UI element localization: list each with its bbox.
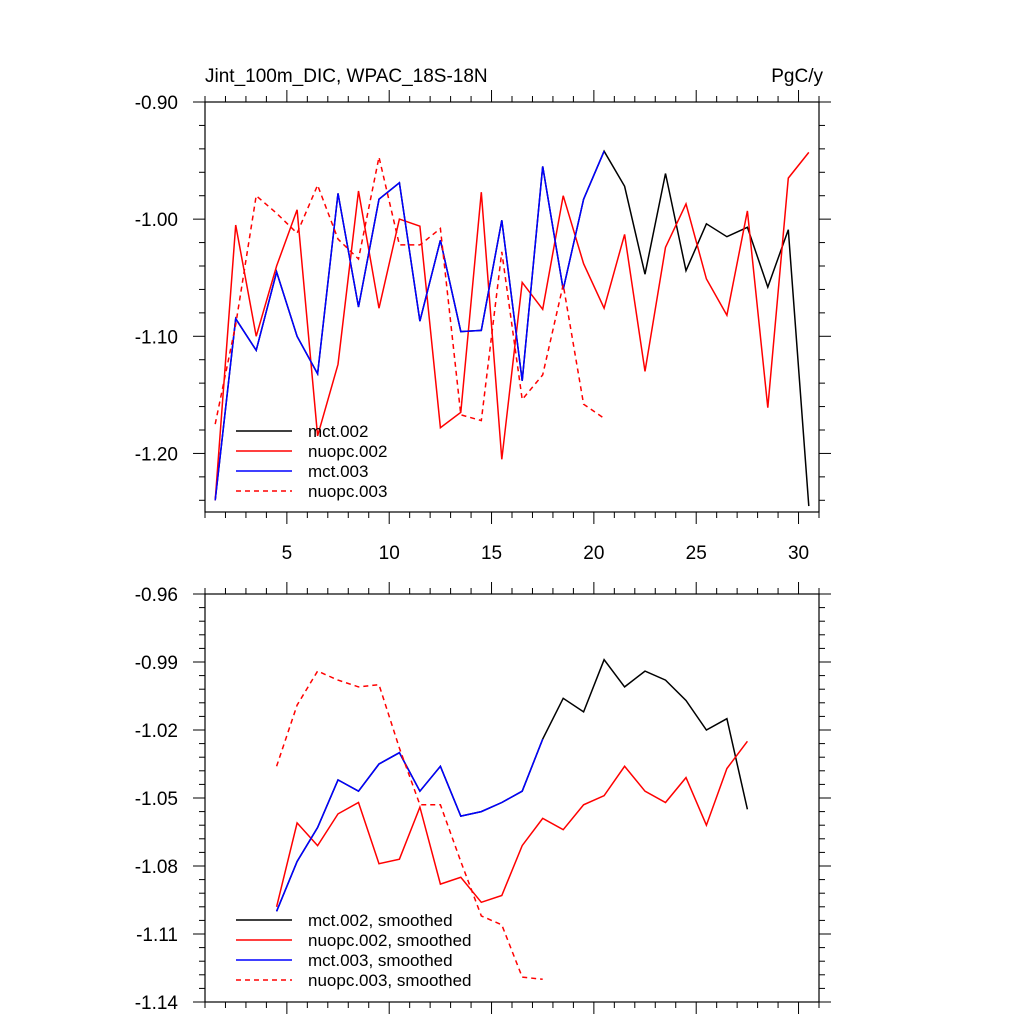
legend-label: mct.003, smoothed: [308, 951, 453, 970]
y-tick-label: -1.02: [135, 721, 178, 742]
y-tick-label: -0.96: [135, 585, 178, 606]
series-line-nuopc-002: [214, 151, 810, 501]
top-panel: Jint_100m_DIC, WPAC_18S-18N PgC/y 5 10 15 2…: [135, 66, 831, 564]
y-tick-label: -0.99: [135, 653, 178, 674]
legend-label: mct.002: [308, 422, 368, 441]
bottom-panel: -0.96 -0.99 -1.02 -1.05 -1.08 -1.11 -1.14 mct.…: [135, 582, 831, 1014]
x-tick-label: 5: [282, 543, 293, 564]
legend-label: nuopc.003: [308, 482, 387, 501]
top-ticks: [193, 90, 831, 524]
legend-label: mct.003: [308, 462, 368, 481]
bottom-plot-frame: [204, 593, 820, 1003]
x-tick-label: 25: [686, 543, 707, 564]
series-line-mct-003: [214, 150, 605, 501]
y-tick-label: -1.08: [135, 857, 178, 878]
legend-label: nuopc.002, smoothed: [308, 931, 472, 950]
y-tick-label: -1.00: [135, 210, 178, 231]
x-tick-label: 15: [481, 543, 502, 564]
top-plot-frame: [204, 101, 820, 513]
top-series-lines: [214, 149, 810, 507]
y-tick-label: -1.20: [135, 444, 178, 465]
series-line-nuopc-003-smoothed: [275, 670, 543, 981]
y-tick-label: -1.05: [135, 789, 178, 810]
series-line-nuopc-003: [214, 156, 605, 425]
y-tick-label: -1.14: [135, 993, 179, 1014]
legend-label: nuopc.002: [308, 442, 387, 461]
y-tick-label: -0.90: [135, 93, 178, 114]
x-tick-label: 30: [788, 543, 809, 564]
bottom-y-tick-labels: -0.96 -0.99 -1.02 -1.05 -1.08 -1.11 -1.14: [135, 585, 179, 1014]
x-tick-label: 20: [583, 543, 604, 564]
y-tick-label: -1.11: [136, 925, 178, 946]
series-line-mct-003-smoothed: [275, 738, 544, 912]
x-tick-label: 10: [379, 543, 400, 564]
top-x-tick-labels: 5 10 15 20 25 30: [282, 543, 810, 564]
bottom-series-lines: [275, 658, 749, 981]
series-line-nuopc-002-smoothed: [275, 740, 748, 907]
top-chart-title: Jint_100m_DIC, WPAC_18S-18N: [205, 66, 488, 87]
top-chart-units: PgC/y: [771, 66, 823, 87]
y-tick-label: -1.10: [135, 327, 178, 348]
bottom-ticks: [193, 582, 831, 1014]
legend-label: nuopc.003, smoothed: [308, 971, 472, 990]
legend-label: mct.002, smoothed: [308, 911, 453, 930]
top-y-tick-labels: -0.90 -1.00 -1.10 -1.20: [135, 93, 178, 465]
